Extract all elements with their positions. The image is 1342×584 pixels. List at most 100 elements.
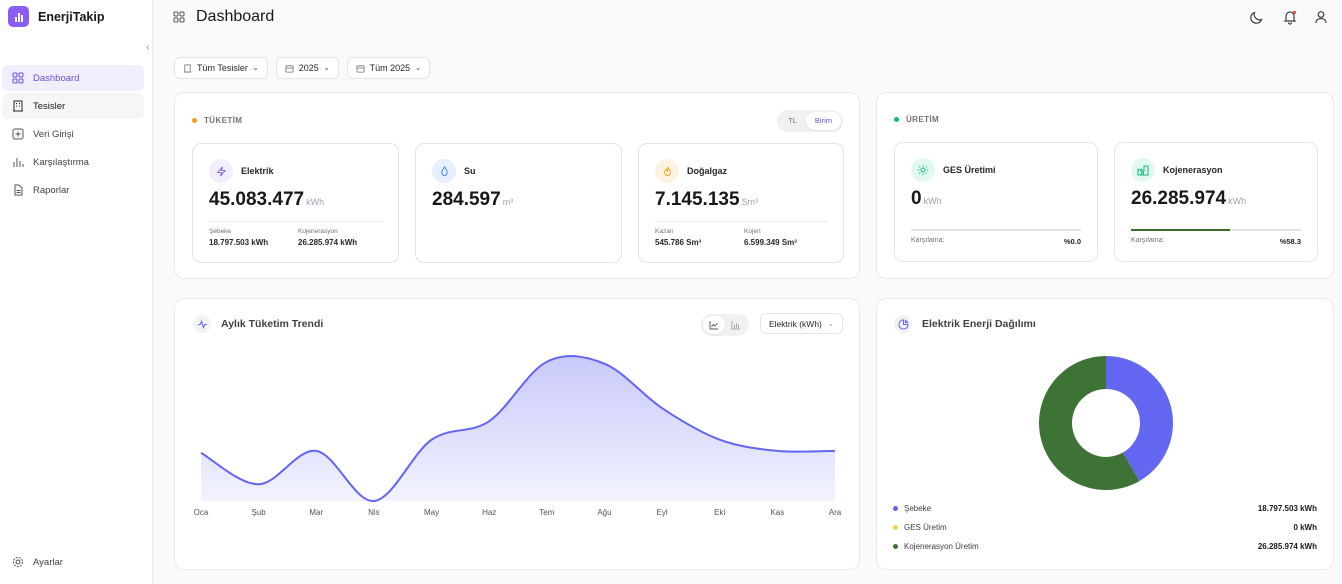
sidebar-item-dashboard[interactable]: Dashboard (2, 65, 144, 91)
trend-title: Aylık Tüketim Trendi (221, 318, 324, 330)
production-title: ÜRETİM (906, 115, 940, 124)
facility-filter[interactable]: Tüm Tesisler ⌄ (174, 57, 268, 79)
sidebar-item-raporlar[interactable]: Raporlar (2, 177, 144, 203)
water-card[interactable]: Su 284.597 m³ (415, 143, 622, 263)
distribution-title: Elektrik Enerji Dağılımı (922, 318, 1036, 330)
legend-dot (893, 525, 898, 530)
cogen-title: Kojenerasyon (1163, 165, 1223, 175)
status-dot (894, 117, 899, 122)
user-icon[interactable] (1313, 9, 1329, 25)
sidebar-item-label: Karşılaştırma (33, 156, 89, 168)
sidebar-nav: Dashboard Tesisler Veri Girişi Karşılaşt… (2, 65, 144, 205)
donut-slice[interactable] (1039, 356, 1140, 490)
x-tick-label: May (424, 508, 439, 517)
calendar-icon (285, 64, 294, 73)
donut-slice[interactable] (1106, 356, 1173, 482)
x-tick-label: Şub (252, 508, 267, 517)
x-tick-label: Oca (194, 508, 209, 517)
filter-bar: Tüm Tesisler ⌄ 2025 ⌄ Tüm 2025 ⌄ (174, 57, 431, 79)
bar-chart-icon[interactable] (725, 316, 747, 334)
x-tick-label: Haz (482, 508, 496, 517)
metric-select[interactable]: Elektrik (kWh) ⌄ (760, 313, 843, 334)
metric-select-value: Elektrik (kWh) (769, 318, 822, 329)
gas-card[interactable]: Doğalgaz 7.145.135 Sm³ Kazan 545.786 Sm³ … (638, 143, 844, 263)
production-section-label: ÜRETİM (894, 115, 939, 124)
x-tick-label: Eyl (657, 508, 668, 517)
cogen-label: Kojenerasyon (298, 228, 338, 235)
cogen-card[interactable]: Kojenerasyon 26.285.974 kWh Karşılama: %5… (1114, 142, 1318, 262)
building-icon (13, 100, 23, 112)
legend-grid: Şebeke 18.797.503 kWh (893, 504, 1317, 513)
x-tick-label: Eki (714, 508, 725, 517)
factory-icon (1131, 158, 1155, 182)
ges-coverage-label: Karşılama: (911, 237, 945, 244)
cogen-unit: kWh (1228, 196, 1247, 206)
chevron-down-icon: ⌄ (415, 65, 422, 72)
year-filter[interactable]: 2025 ⌄ (275, 57, 339, 79)
sidebar: EnerjiTakip ‹ Dashboard Tesisler Veri Gi… (0, 0, 153, 584)
cogen-coverage-value: %58.3 (1279, 237, 1301, 246)
toggle-birim[interactable]: Birim (805, 112, 841, 130)
grid-icon (12, 72, 24, 84)
grid-value: 18.797.503 kWh (209, 238, 269, 247)
period-filter-label: Tüm 2025 (369, 63, 411, 73)
sun-icon (911, 158, 935, 182)
toggle-tl[interactable]: TL (788, 116, 797, 125)
unit-toggle[interactable]: TL Birim (777, 110, 843, 132)
sidebar-item-ayarlar[interactable]: Ayarlar (2, 549, 144, 575)
sidebar-item-label: Veri Girişi (33, 128, 74, 140)
x-tick-label: Ara (829, 508, 842, 517)
ges-card[interactable]: GES Üretimi 0 kWh Karşılama: %0.0 (894, 142, 1098, 262)
water-drop-icon (432, 159, 456, 183)
cogen-coverage-label: Karşılama: (1131, 237, 1165, 244)
collapse-sidebar-icon[interactable]: ‹ (146, 42, 150, 53)
x-tick-label: Mar (309, 508, 323, 517)
sidebar-item-label: Dashboard (33, 72, 80, 84)
ges-coverage-bar (911, 229, 1081, 231)
sidebar-item-label: Tesisler (33, 100, 66, 112)
cogen-value: 26.285.974 (1131, 188, 1227, 209)
gear-icon (12, 556, 24, 568)
legend-dot (893, 544, 898, 549)
lightning-icon (209, 159, 233, 183)
app-name: EnerjiTakip (38, 9, 105, 24)
bell-icon[interactable] (1282, 9, 1298, 25)
legend-label: Şebeke (904, 504, 932, 513)
chart-type-switch[interactable] (701, 314, 749, 336)
logo-icon (8, 6, 29, 27)
facility-filter-label: Tüm Tesisler (197, 63, 248, 73)
period-filter[interactable]: Tüm 2025 ⌄ (346, 57, 431, 79)
consumption-section-label: TÜKETİM (192, 116, 242, 125)
cogen-coverage-fill (1131, 229, 1231, 231)
x-tick-label: Tem (539, 508, 554, 517)
divider (209, 221, 382, 222)
legend-cogen: Kojenerasyon Üretim 26.285.974 kWh (893, 542, 1317, 551)
gas-cogen-label: Kojen (744, 228, 761, 235)
production-card: ÜRETİM GES Üretimi 0 kWh Karşılama: %0.0 … (876, 92, 1334, 279)
brand[interactable]: EnerjiTakip (8, 6, 104, 27)
chevron-down-icon: ⌄ (827, 320, 834, 328)
legend-value: 0 kWh (1293, 523, 1317, 532)
chevron-down-icon: ⌄ (252, 65, 259, 72)
calendar-icon (356, 64, 365, 73)
gas-unit: Sm³ (741, 197, 759, 207)
page-title: Dashboard (196, 8, 275, 25)
electric-sub-cogen: Kojenerasyon 26.285.974 kWh (298, 228, 357, 247)
water-value: 284.597 (432, 189, 501, 210)
legend-value: 18.797.503 kWh (1257, 504, 1317, 513)
cogen-value: 26.285.974 kWh (298, 238, 358, 247)
sidebar-item-karsilastirma[interactable]: Karşılaştırma (2, 149, 144, 175)
sidebar-item-tesisler[interactable]: Tesisler (2, 93, 144, 119)
chevron-down-icon: ⌄ (323, 65, 330, 72)
sidebar-item-veri-girisi[interactable]: Veri Girişi (2, 121, 144, 147)
file-icon (14, 184, 23, 196)
electric-card[interactable]: Elektrik 45.083.477 kWh Şebeke 18.797.503… (192, 143, 399, 263)
bar-chart-icon (13, 158, 24, 167)
divider (655, 221, 827, 222)
legend-ges: GES Üretim 0 kWh (893, 523, 1317, 532)
gas-cogen-value: 6.599.349 Sm³ (744, 238, 797, 247)
building-icon (183, 63, 192, 73)
moon-icon[interactable] (1249, 9, 1265, 25)
x-tick-label: Ağu (597, 508, 611, 517)
line-chart-icon[interactable] (703, 316, 725, 334)
